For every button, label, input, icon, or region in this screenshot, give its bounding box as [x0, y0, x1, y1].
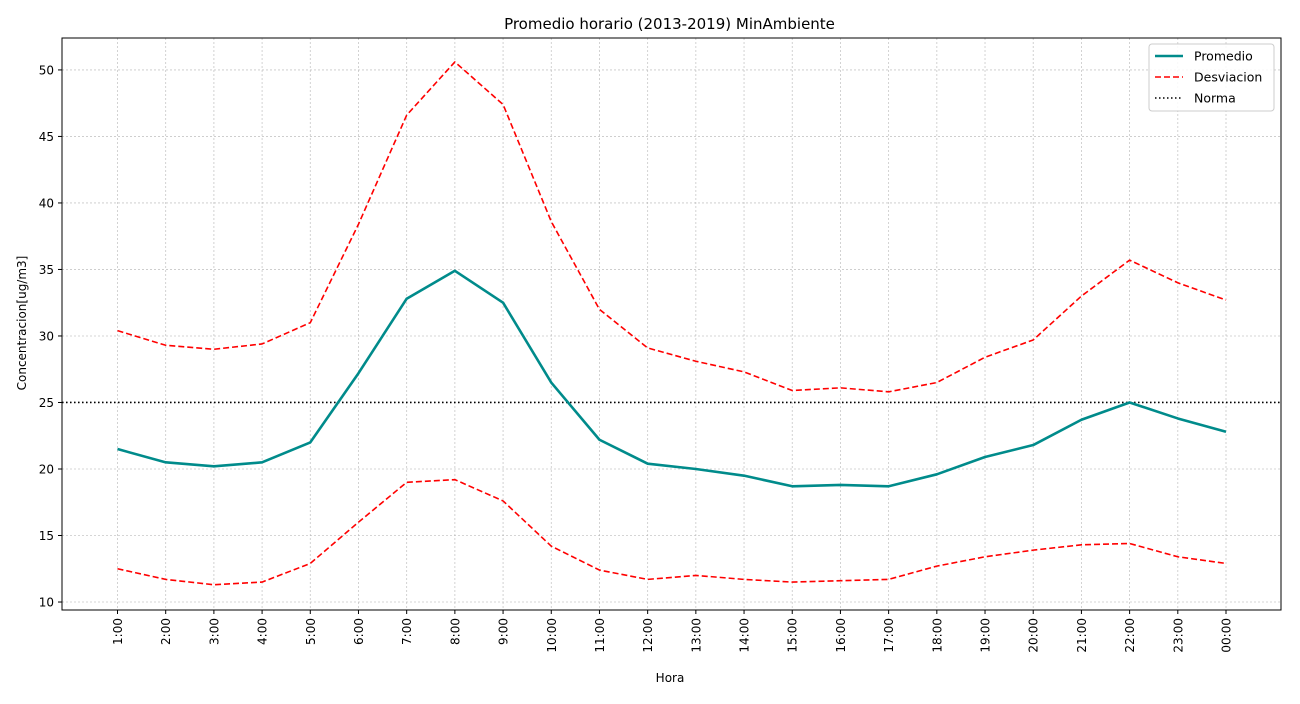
- x-tick-label: 8:00: [448, 618, 462, 645]
- x-tick-label: 22:00: [1123, 618, 1137, 653]
- y-tick-label: 20: [39, 462, 54, 476]
- legend-box: [1148, 43, 1275, 112]
- x-tick-label: 12:00: [641, 618, 655, 653]
- x-axis: 1:00 2:00 3:00 4:00 5:00 6:00 7:00 8:00 9:00 10:0…: [111, 610, 1234, 653]
- x-tick-label: 1:00: [111, 618, 125, 645]
- legend: Promedio Desviacion Norma: [1148, 43, 1275, 112]
- grid: [62, 38, 1281, 610]
- y-axis-label: Concentracion[ug/m3]: [15, 256, 29, 391]
- promedio-line: [117, 269, 1227, 488]
- x-tick-label: 19:00: [979, 618, 993, 653]
- x-tick-label: 20:00: [1027, 618, 1041, 653]
- plot-area: [62, 61, 1281, 586]
- x-tick-label: 10:00: [545, 618, 559, 653]
- x-tick-label: 00:00: [1220, 618, 1234, 653]
- x-tick-label: 6:00: [352, 618, 366, 645]
- plot-frame: [61, 37, 1282, 611]
- y-tick-label: 35: [39, 263, 54, 277]
- legend-item-desviacion: Desviacion: [1155, 70, 1262, 85]
- x-tick-label: 2:00: [159, 618, 173, 645]
- x-tick-label: 17:00: [882, 618, 896, 653]
- desviacion-upper-line: [117, 61, 1227, 393]
- y-tick-label: 40: [39, 196, 54, 210]
- x-tick-label: 14:00: [738, 618, 752, 653]
- legend-label: Desviacion: [1194, 70, 1262, 85]
- y-tick-label: 10: [39, 596, 54, 610]
- y-tick-label: 30: [39, 329, 54, 343]
- x-tick-label: 7:00: [400, 618, 414, 645]
- x-tick-label: 5:00: [304, 618, 318, 645]
- y-tick-label: 15: [39, 529, 54, 543]
- y-tick-label: 45: [39, 130, 54, 144]
- x-tick-label: 13:00: [689, 618, 703, 653]
- legend-label: Promedio: [1194, 49, 1253, 64]
- x-tick-label: 11:00: [593, 618, 607, 653]
- x-tick-label: 3:00: [207, 618, 221, 645]
- x-tick-label: 16:00: [834, 618, 848, 653]
- y-tick-label: 25: [39, 396, 54, 410]
- y-tick-label: 50: [39, 63, 54, 77]
- chart-title: Promedio horario (2013-2019) MinAmbiente: [504, 15, 835, 33]
- x-tick-label: 18:00: [930, 618, 944, 653]
- legend-item-promedio: Promedio: [1155, 49, 1253, 64]
- x-axis-label: Hora: [656, 671, 685, 685]
- desviacion-lower-line: [117, 478, 1227, 586]
- x-tick-label: 9:00: [497, 618, 511, 645]
- x-tick-label: 23:00: [1171, 618, 1185, 653]
- legend-item-norma: Norma: [1155, 91, 1236, 106]
- x-tick-label: 15:00: [786, 618, 800, 653]
- y-axis: 10 15 20 25 30 35 40 45 50: [39, 63, 62, 610]
- x-tick-label: 4:00: [256, 618, 270, 645]
- legend-label: Norma: [1194, 91, 1236, 106]
- x-tick-label: 21:00: [1075, 618, 1089, 653]
